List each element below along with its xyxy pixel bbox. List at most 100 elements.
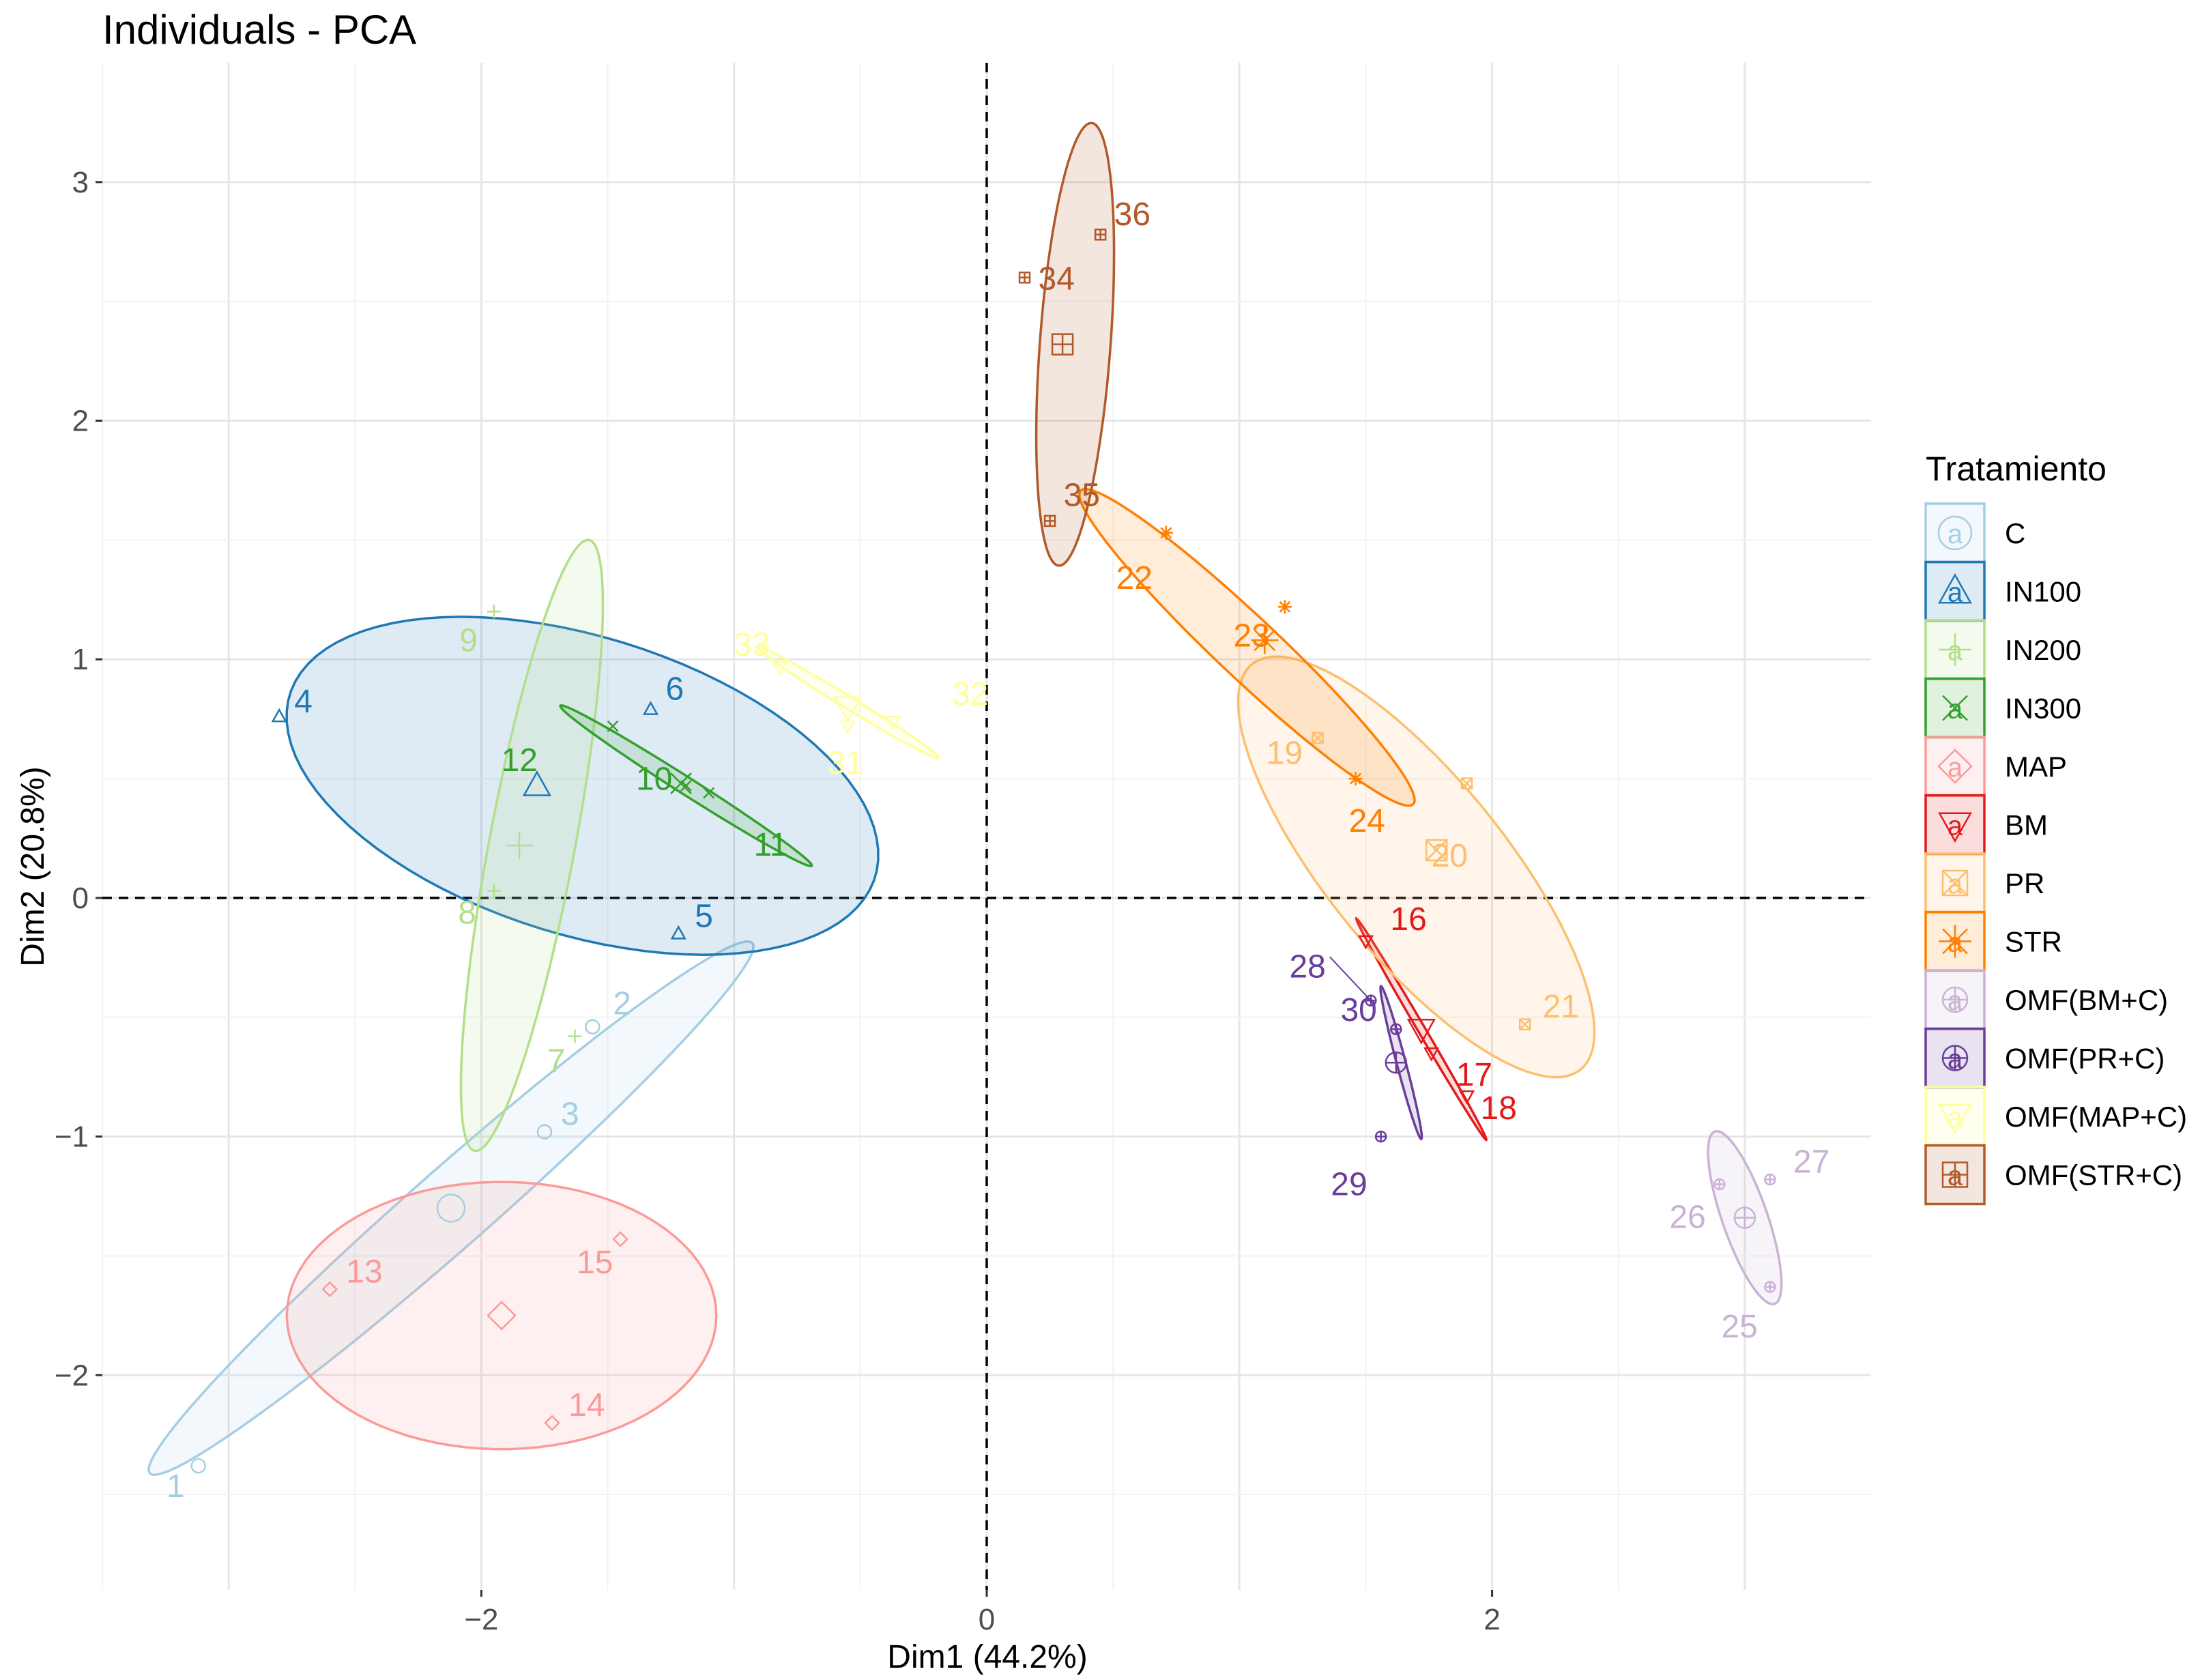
confidence-ellipses [147, 121, 1783, 1476]
center-OMF(MAP+C) [833, 696, 863, 723]
legend-key-symbol [1939, 633, 1971, 666]
y-axis-title: Dim2 (20.8%) [15, 766, 51, 966]
legend-key-symbol [1937, 515, 1973, 551]
point-29 [1374, 1130, 1387, 1143]
point-label-35: 35 [1064, 477, 1100, 513]
legend-key-symbol [1941, 869, 1969, 897]
point-36 [1094, 229, 1107, 241]
point-30 [1390, 1023, 1402, 1035]
point-label-1: 1 [167, 1468, 185, 1505]
ellipse-MAP [285, 1181, 718, 1451]
legend-key-symbol [1938, 812, 1972, 843]
legend-item-OMF(BM+C): a OMF(BM+C) [1924, 969, 2168, 1030]
point-label-22: 22 [1116, 560, 1153, 596]
point-15 [612, 1231, 628, 1247]
legend-key-glyph: a [1948, 869, 1963, 899]
center-BM [1406, 1018, 1436, 1045]
center-OMF(PR+C) [1385, 1051, 1408, 1074]
legend-label: STR [2005, 926, 2062, 958]
point-label-7: 7 [547, 1043, 566, 1080]
point-label-4: 4 [294, 684, 313, 720]
legend-item-STR: a STR [1924, 910, 2062, 972]
legend-key-box [1924, 1086, 1986, 1147]
point-34 [1018, 271, 1031, 284]
legend-title: Tratamiento [1926, 450, 2107, 488]
center-IN100 [522, 770, 552, 796]
point-19 [1312, 732, 1324, 744]
point-label-17: 17 [1456, 1057, 1492, 1093]
legend-key-glyph: a [1948, 695, 1963, 725]
legend-item-OMF(MAP+C): a OMF(MAP+C) [1924, 1086, 2187, 1147]
point-21 [1518, 1018, 1531, 1030]
point-label-26: 26 [1669, 1200, 1705, 1236]
center-OMF(STR+C) [1051, 333, 1074, 356]
y-tick-label: 0 [72, 882, 89, 915]
x-axis-title: Dim1 (44.2%) [887, 1639, 1087, 1675]
point-label-24: 24 [1349, 803, 1385, 839]
center-IN300 [670, 772, 692, 794]
point-25 [1764, 1281, 1776, 1293]
point-33 [771, 661, 787, 676]
point-13 [321, 1281, 338, 1298]
point-35 [1043, 515, 1056, 527]
center-MAP [487, 1301, 517, 1331]
x-axis: −2 0 2 [464, 1590, 1501, 1636]
legend-key-box [1924, 736, 1986, 797]
point-26 [1713, 1178, 1726, 1191]
individual-points [190, 229, 1776, 1474]
point-8 [487, 884, 501, 898]
point-label-25: 25 [1721, 1309, 1757, 1345]
point-1 [190, 1458, 206, 1474]
point-label-31: 31 [827, 745, 863, 781]
legend-item-MAP: a MAP [1924, 736, 2067, 797]
point-18 [1458, 1090, 1475, 1105]
legend-item-OMF(STR+C): a OMF(STR+C) [1924, 1144, 2182, 1206]
legend-key-box [1924, 794, 1986, 856]
point-17 [1423, 1047, 1440, 1062]
point-23 [1277, 600, 1292, 614]
legend-label: PR [2005, 867, 2044, 899]
legend-key-glyph: a [1948, 753, 1963, 783]
legend-key-symbol [1938, 1103, 1972, 1135]
x-tick-label: 0 [979, 1603, 995, 1636]
legend-key-glyph: a [1948, 928, 1963, 958]
legend-label: OMF(BM+C) [2005, 984, 2168, 1016]
ellipse-STR [1077, 487, 1416, 807]
point-7 [568, 1029, 582, 1043]
legend-label: IN200 [2005, 634, 2081, 666]
ellipse-C [147, 940, 755, 1476]
point-label-11: 11 [754, 827, 788, 863]
legend-item-IN200: a IN200 [1924, 619, 2081, 680]
x-tick-label: −2 [464, 1603, 498, 1636]
point-label-10: 10 [636, 762, 672, 798]
legend-item-IN100: a IN100 [1924, 560, 2081, 622]
legend-item-PR: a PR [1924, 852, 2044, 914]
legend-key-symbol [1941, 986, 1969, 1013]
point-12 [607, 720, 619, 732]
center-IN200 [505, 831, 533, 859]
legend-label: MAP [2005, 751, 2067, 783]
center-OMF(BM+C) [1733, 1206, 1756, 1229]
legend-label: OMF(STR+C) [2005, 1159, 2182, 1191]
point-label-21: 21 [1543, 989, 1579, 1025]
point-label-5: 5 [695, 898, 713, 934]
legend-key-glyph: a [1948, 578, 1963, 608]
point-label-19: 19 [1267, 736, 1303, 772]
legend-key-symbol [1942, 695, 1968, 721]
center-C [436, 1193, 466, 1223]
point-label-28: 28 [1289, 948, 1325, 985]
legend-label: OMF(MAP+C) [2005, 1101, 2187, 1133]
point-5 [670, 925, 686, 940]
point-label-23: 23 [1234, 618, 1270, 654]
point-22 [1159, 525, 1173, 540]
point-label-13: 13 [346, 1254, 382, 1290]
legend-label: IN300 [2005, 693, 2081, 725]
center-PR [1425, 839, 1448, 862]
legend-key-symbol [1941, 1045, 1969, 1071]
point-label-15: 15 [577, 1245, 613, 1281]
y-tick-label: 3 [72, 166, 89, 199]
center-STR [1251, 626, 1279, 654]
point-label-32: 32 [952, 676, 988, 712]
legend-key-glyph: a [1948, 519, 1963, 549]
point-31 [839, 720, 856, 735]
